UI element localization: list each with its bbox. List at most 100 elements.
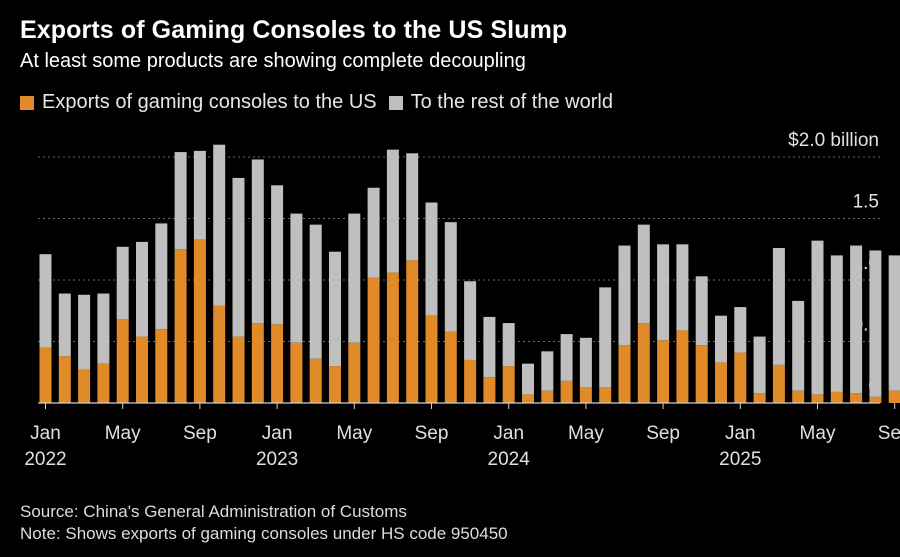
bar-us (541, 390, 554, 403)
bar-world (888, 255, 900, 391)
source-note: Source: China's General Administration o… (20, 502, 407, 521)
bar-us (579, 387, 592, 403)
bar-world (309, 224, 322, 359)
bar-world (271, 185, 284, 325)
x-tick-label-month: May (105, 423, 141, 444)
bar-world (174, 152, 187, 250)
bar-us (753, 393, 766, 403)
bar-us (695, 345, 708, 403)
bar-us (830, 391, 843, 403)
bar-world (193, 150, 206, 240)
bar-us (136, 336, 148, 403)
bar-us (232, 336, 245, 403)
chart-subtitle: At least some products are showing compl… (20, 50, 526, 72)
bar-world (502, 323, 515, 367)
bar-world (464, 281, 477, 360)
bar-us (329, 366, 341, 403)
x-tick-label-month: Jan (493, 423, 524, 444)
bar-world (792, 300, 805, 391)
bar-us (888, 390, 900, 403)
legend-item-world: To the rest of the world (388, 91, 613, 114)
bar-world (39, 254, 52, 348)
bar-world (830, 255, 843, 392)
bar-us (97, 363, 110, 403)
bar-world (676, 244, 689, 331)
bar-world (522, 363, 534, 395)
bar-world (425, 202, 438, 316)
bar-world (734, 307, 747, 353)
x-tick-label-month: May (336, 423, 372, 444)
legend: Exports of gaming consoles to the US To … (20, 91, 625, 114)
legend-item-us: Exports of gaming consoles to the US (20, 91, 377, 114)
bar-world (772, 248, 785, 365)
bar-us (464, 359, 477, 403)
bar-us (406, 260, 419, 403)
legend-label-us: Exports of gaming consoles to the US (42, 91, 377, 113)
bar-world (715, 315, 727, 363)
legend-swatch-us (20, 95, 34, 110)
bar-us (560, 380, 573, 403)
x-tick-label-month: May (568, 423, 604, 444)
bar-us (155, 329, 168, 403)
bar-us (251, 323, 264, 403)
x-tick-label-month: Sep (878, 423, 900, 444)
bar-world (78, 294, 91, 370)
bar-us (193, 239, 206, 403)
bar-us (483, 377, 496, 403)
bar-us (309, 358, 322, 403)
bar-world (386, 149, 399, 273)
x-tick-label-year: 2024 (488, 449, 531, 470)
bar-us (811, 394, 824, 403)
chart-title: Exports of Gaming Consoles to the US Slu… (20, 16, 568, 44)
bar-us (271, 324, 284, 403)
legend-swatch-world (388, 95, 403, 110)
bar-us (637, 323, 650, 403)
bar-us (444, 331, 457, 403)
bar-us (676, 330, 689, 403)
bar-world (541, 351, 554, 391)
bar-world (753, 336, 766, 394)
bar-us (386, 272, 399, 403)
bar-world (695, 276, 708, 346)
bar-world (483, 316, 496, 378)
x-tick-label-year: 2022 (24, 449, 66, 470)
bar-world (136, 241, 148, 337)
bar-world (97, 293, 110, 364)
x-tick-label-month: Sep (646, 423, 680, 444)
x-tick-label-month: Sep (415, 423, 449, 444)
x-tick-label-month: Jan (30, 423, 61, 444)
bar-world (213, 144, 226, 306)
bar-us (618, 345, 631, 403)
bar-world (367, 187, 380, 278)
bar-world (444, 222, 457, 332)
x-tick-label-month: Jan (262, 423, 293, 444)
bar-world (251, 159, 264, 324)
x-tick-label-month: Jan (725, 423, 756, 444)
bar-us (174, 249, 187, 403)
x-tick-label-month: Sep (183, 423, 217, 444)
bar-us (116, 319, 129, 403)
bar-us (213, 305, 226, 403)
bar-us (657, 340, 670, 403)
bar-us (367, 277, 380, 403)
bar-world (869, 250, 882, 397)
bar-world (116, 246, 129, 320)
bar-world (599, 287, 612, 388)
bar-us (78, 369, 91, 403)
bar-world (329, 251, 341, 367)
bar-world (58, 293, 71, 357)
bar-world (618, 245, 631, 346)
y-tick-label: 1.5 (853, 192, 879, 213)
bar-world (290, 213, 303, 343)
bar-world (811, 240, 824, 395)
bar-us (734, 352, 747, 403)
bar-world (579, 337, 592, 388)
bar-us (869, 396, 882, 403)
bar-us (715, 362, 727, 403)
bar-us (772, 364, 785, 403)
bar-us (290, 342, 303, 403)
bar-world (155, 223, 168, 330)
x-tick-label-year: 2025 (719, 449, 761, 470)
footnote: Note: Shows exports of gaming consoles u… (20, 524, 508, 543)
bar-us (792, 390, 805, 403)
